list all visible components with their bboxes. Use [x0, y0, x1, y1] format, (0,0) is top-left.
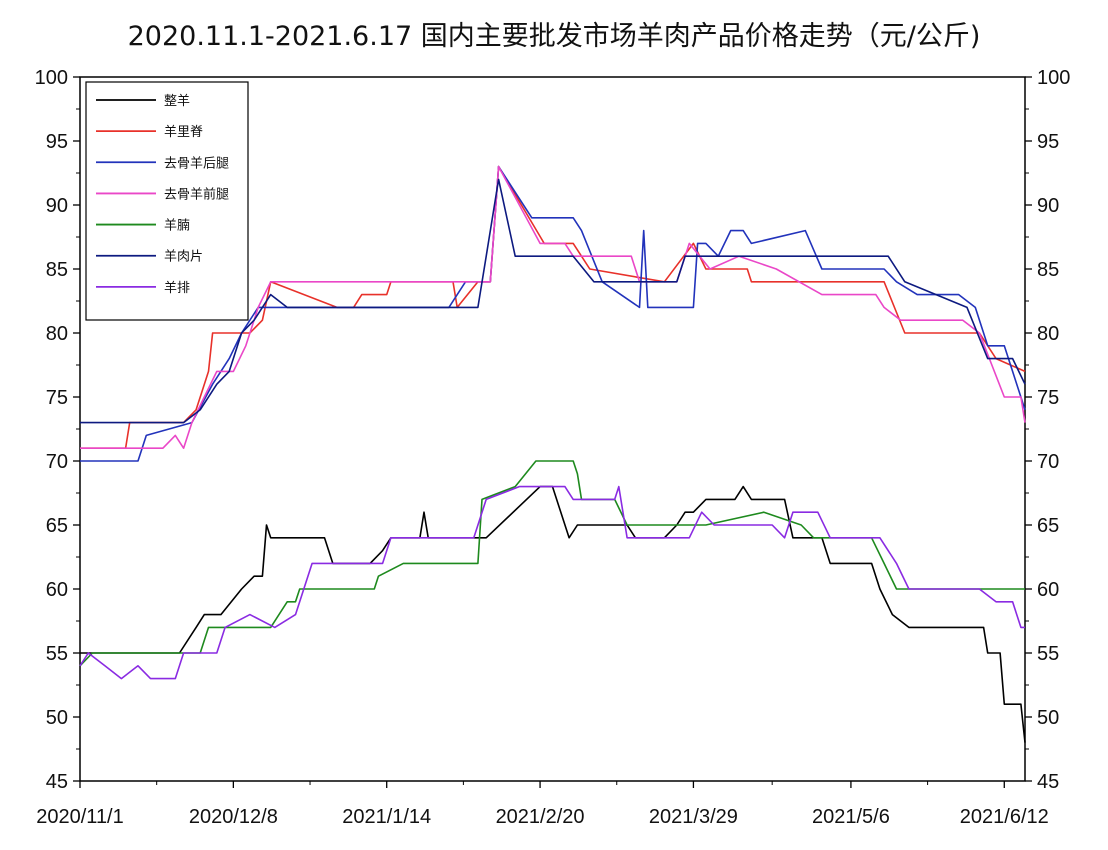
legend-label: 去骨羊后腿	[164, 155, 229, 171]
x-tick-label: 2021/6/12	[960, 806, 1049, 828]
series-line	[79, 485, 1025, 680]
legend-label: 羊腩	[164, 218, 190, 234]
y-tick-label-left: 85	[46, 259, 68, 281]
y-tick-label-right: 75	[1037, 387, 1059, 409]
y-tick-label-left: 70	[46, 451, 68, 473]
legend-label: 整羊	[164, 93, 190, 109]
legend-label: 羊肉片	[164, 249, 203, 265]
x-tick-label: 2020/12/8	[189, 806, 278, 828]
series-line	[79, 460, 1025, 667]
legend-label: 羊里脊	[164, 124, 203, 140]
y-tick-label-left: 60	[46, 579, 68, 601]
series-line	[80, 165, 1026, 450]
x-tick-label: 2021/5/6	[812, 806, 890, 828]
y-tick-label-left: 65	[46, 515, 68, 537]
series-line	[80, 178, 1026, 424]
y-tick-label-right: 60	[1037, 579, 1059, 601]
y-tick-label-right: 65	[1037, 515, 1059, 537]
y-tick-label-right: 55	[1037, 643, 1059, 665]
series-line	[80, 165, 1026, 462]
y-tick-label-right: 50	[1037, 707, 1059, 729]
chart-title: 2020.11.1-2021.6.17 国内主要批发市场羊肉产品价格走势（元/公…	[127, 21, 981, 52]
series-line	[80, 485, 1026, 743]
legend-box	[85, 81, 249, 321]
y-tick-label-left: 75	[46, 387, 68, 409]
legend-label: 羊排	[164, 280, 190, 296]
y-tick-label-left: 95	[46, 131, 68, 153]
x-tick-label: 2021/2/20	[496, 806, 585, 828]
y-tick-label-left: 55	[46, 643, 68, 665]
x-tick-label: 2021/3/29	[649, 806, 738, 828]
y-tick-label-right: 90	[1037, 195, 1059, 217]
y-tick-label-right: 45	[1037, 771, 1059, 793]
x-tick-label: 2020/11/1	[36, 806, 124, 828]
y-tick-label-right: 85	[1037, 259, 1059, 281]
legend-label: 去骨羊前腿	[164, 186, 229, 202]
y-tick-label-left: 100	[35, 67, 68, 89]
y-tick-label-right: 70	[1037, 451, 1059, 473]
y-tick-label-left: 90	[46, 195, 68, 217]
y-tick-label-right: 80	[1037, 323, 1059, 345]
x-tick-label: 2021/1/14	[342, 806, 431, 828]
y-tick-label-left: 50	[46, 707, 68, 729]
y-tick-label-right: 100	[1037, 67, 1070, 89]
y-tick-label-right: 95	[1037, 131, 1059, 153]
y-tick-label-left: 80	[46, 323, 68, 345]
y-tick-label-left: 45	[46, 771, 68, 793]
